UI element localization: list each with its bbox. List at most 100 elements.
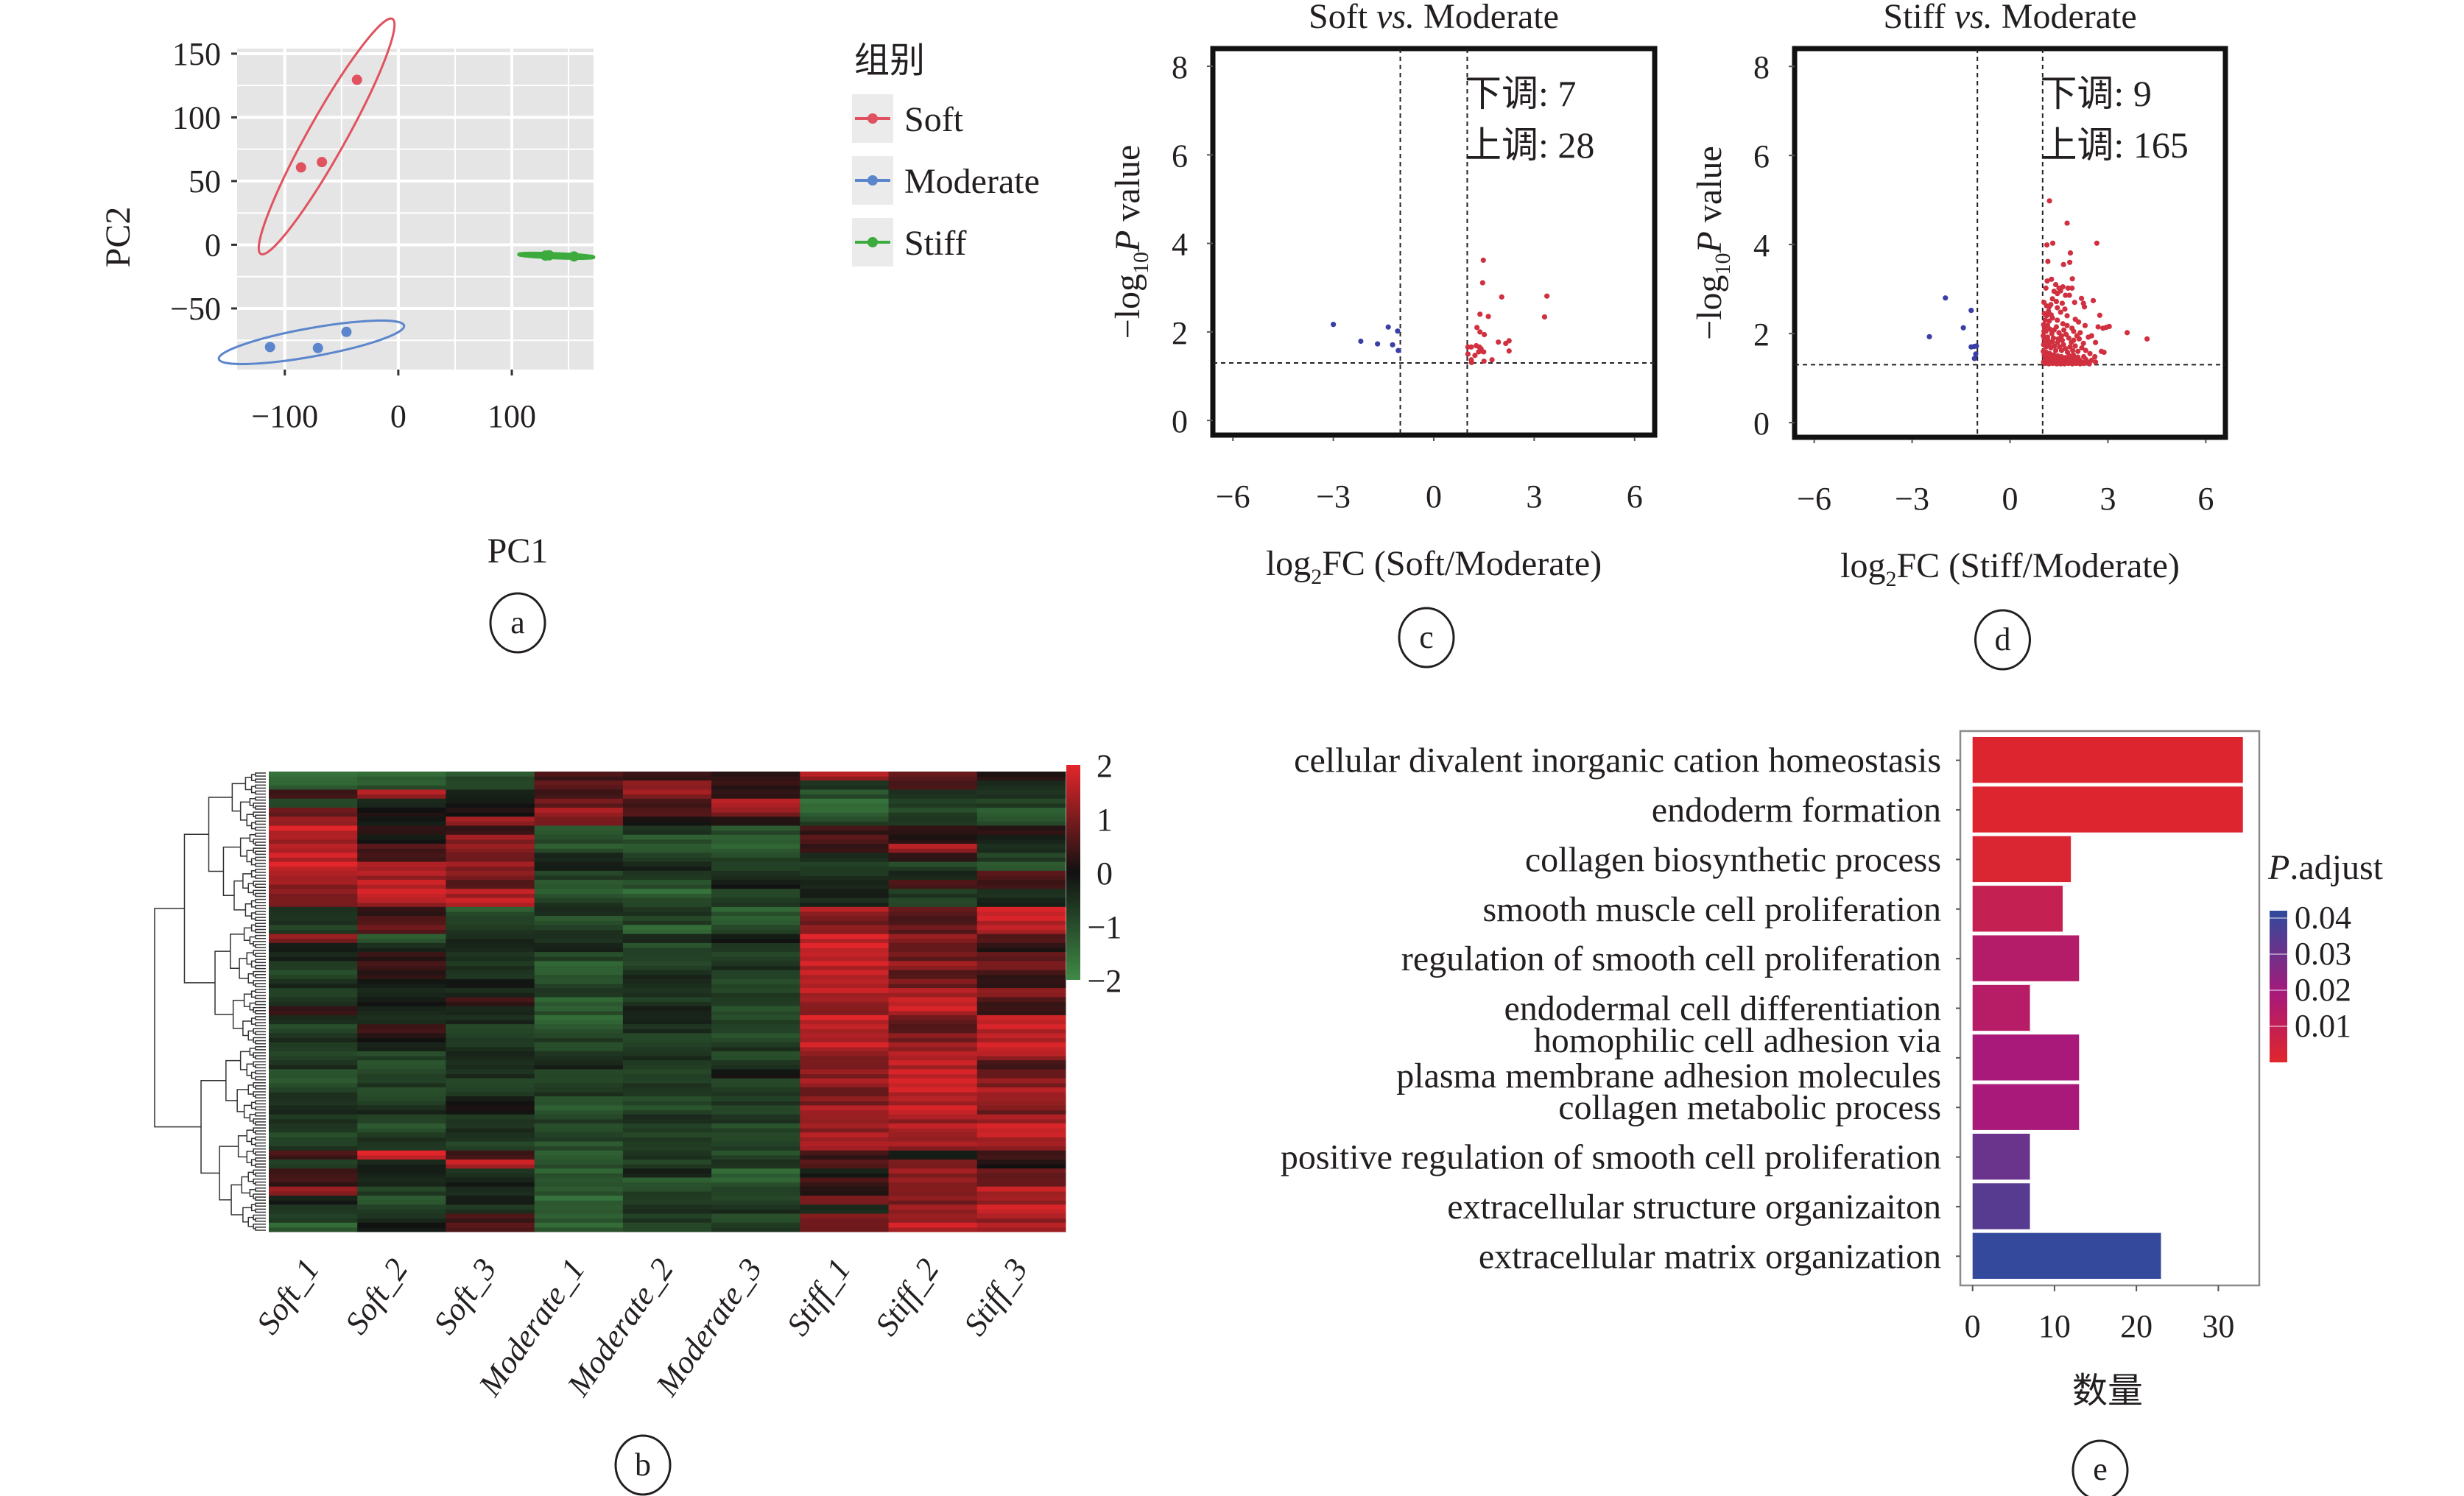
heatmap-cell [446,1123,535,1129]
point-up [2069,276,2075,282]
heatmap-cell [622,948,712,953]
point-up [2046,326,2053,332]
heatmap-cell [888,776,978,781]
heatmap-cell [357,1020,446,1025]
colorbar-tick-label: −2 [1088,963,1122,999]
dendrogram-branch [250,1071,256,1079]
colorbar-tick-label: −1 [1088,909,1122,945]
heatmap-cell [622,1209,712,1214]
heatmap-cell [357,1078,446,1084]
heatmap-cell [534,942,624,949]
heatmap-cell [269,930,358,935]
dendrogram-branch [255,1157,266,1162]
heatmap-cell [534,853,624,858]
heatmap-cell [622,1114,712,1120]
heatmap-cell [711,1020,800,1025]
heatmap-cell [357,1173,446,1178]
heatmap-cell [976,1002,1066,1007]
heatmap-cell [357,1110,446,1115]
point-up [2041,328,2047,334]
heatmap-cell [800,889,890,895]
heatmap-cell [269,1069,358,1075]
pca-plot-background [237,49,594,370]
heatmap-cell [269,1168,358,1174]
heatmap-cell [446,978,535,985]
dendrogram-branch [222,846,241,896]
heatmap-cell [976,1114,1066,1120]
heatmap-cell [622,1069,712,1075]
point-stiff [569,251,580,262]
heatmap-cell [888,1137,978,1142]
point-down [1971,356,1977,361]
heatmap-cell [269,956,358,962]
y-tick-label: 8 [1753,49,1770,85]
heatmap-cell [357,934,446,939]
point-up [1496,339,1502,345]
heatmap-cell [269,1028,358,1034]
heatmap-cell [711,997,800,1003]
heatmap-cell [446,1051,535,1057]
heatmap-cell [976,897,1066,903]
heatmap-cell [800,1092,890,1097]
heatmap-cell [534,961,624,967]
heatmap-cell [622,785,712,791]
heatmap-cell [800,956,890,962]
heatmap-cell [888,1033,978,1039]
heatmap-cell [534,997,624,1003]
heatmap-cell [711,1074,800,1079]
heatmap-cell [976,916,1066,922]
heatmap-cell [357,906,446,913]
dendrogram-branch [255,934,266,939]
go-term-label: cellular divalent inorganic cation homeo… [1294,741,1941,780]
heatmap-cell [800,780,890,786]
heatmap-cell [711,1204,800,1210]
heatmap-cell [446,1119,535,1124]
heatmap-cell [800,1132,890,1138]
heatmap-cell [800,1173,890,1178]
heatmap-cell [976,1128,1066,1133]
title-vs: vs. [1376,0,1415,36]
heatmap-cell [357,1101,446,1106]
heatmap-cell [357,975,446,980]
heatmap-cell [357,844,446,850]
heatmap-cell [976,1191,1066,1196]
heatmap-cell [711,785,800,791]
dendrogram-branch [255,832,266,837]
dendrogram-branch [255,944,266,948]
svg-text:e: e [2093,1451,2108,1487]
heatmap-cell [800,785,890,791]
pca-legend: 组别 Soft Moderate Stiff [852,41,1040,267]
y-tick-label: 8 [1172,49,1188,85]
heatmap-cell [534,1065,624,1070]
heatmap-cell [711,1083,800,1088]
dendrogram-branch [244,903,252,917]
point-up [2060,342,2066,347]
heatmap-cell [534,1101,624,1106]
column-label: Soft_2 [338,1252,415,1341]
heatmap-cell [800,1078,890,1084]
heatmap-cell [269,897,358,903]
point-up [1506,338,1512,344]
heatmap-cell [800,1114,890,1120]
x-tick-label: −3 [1316,479,1351,515]
heatmap-cell [446,966,535,971]
heatmap-cell [269,1123,358,1129]
heatmap-cell [357,1119,446,1124]
heatmap-cell [800,1137,890,1142]
heatmap-cell [534,966,624,971]
dendrogram-branch [249,1048,256,1056]
dendrogram-branch [255,1064,266,1069]
dendrogram-branch [255,1022,266,1026]
heatmap-cell [711,1110,800,1115]
heatmap-cell [888,1065,978,1070]
heatmap-cell [800,1177,890,1183]
heatmap-cell [976,903,1066,908]
heatmap-cell [622,1168,712,1174]
heatmap-cell [446,839,535,844]
heatmap-cell [800,861,890,867]
heatmap-cell [446,789,535,795]
heatmap-cell [269,1011,358,1016]
heatmap-cell [446,844,535,850]
heatmap-cell [711,834,800,841]
heatmap-cell [446,916,535,922]
